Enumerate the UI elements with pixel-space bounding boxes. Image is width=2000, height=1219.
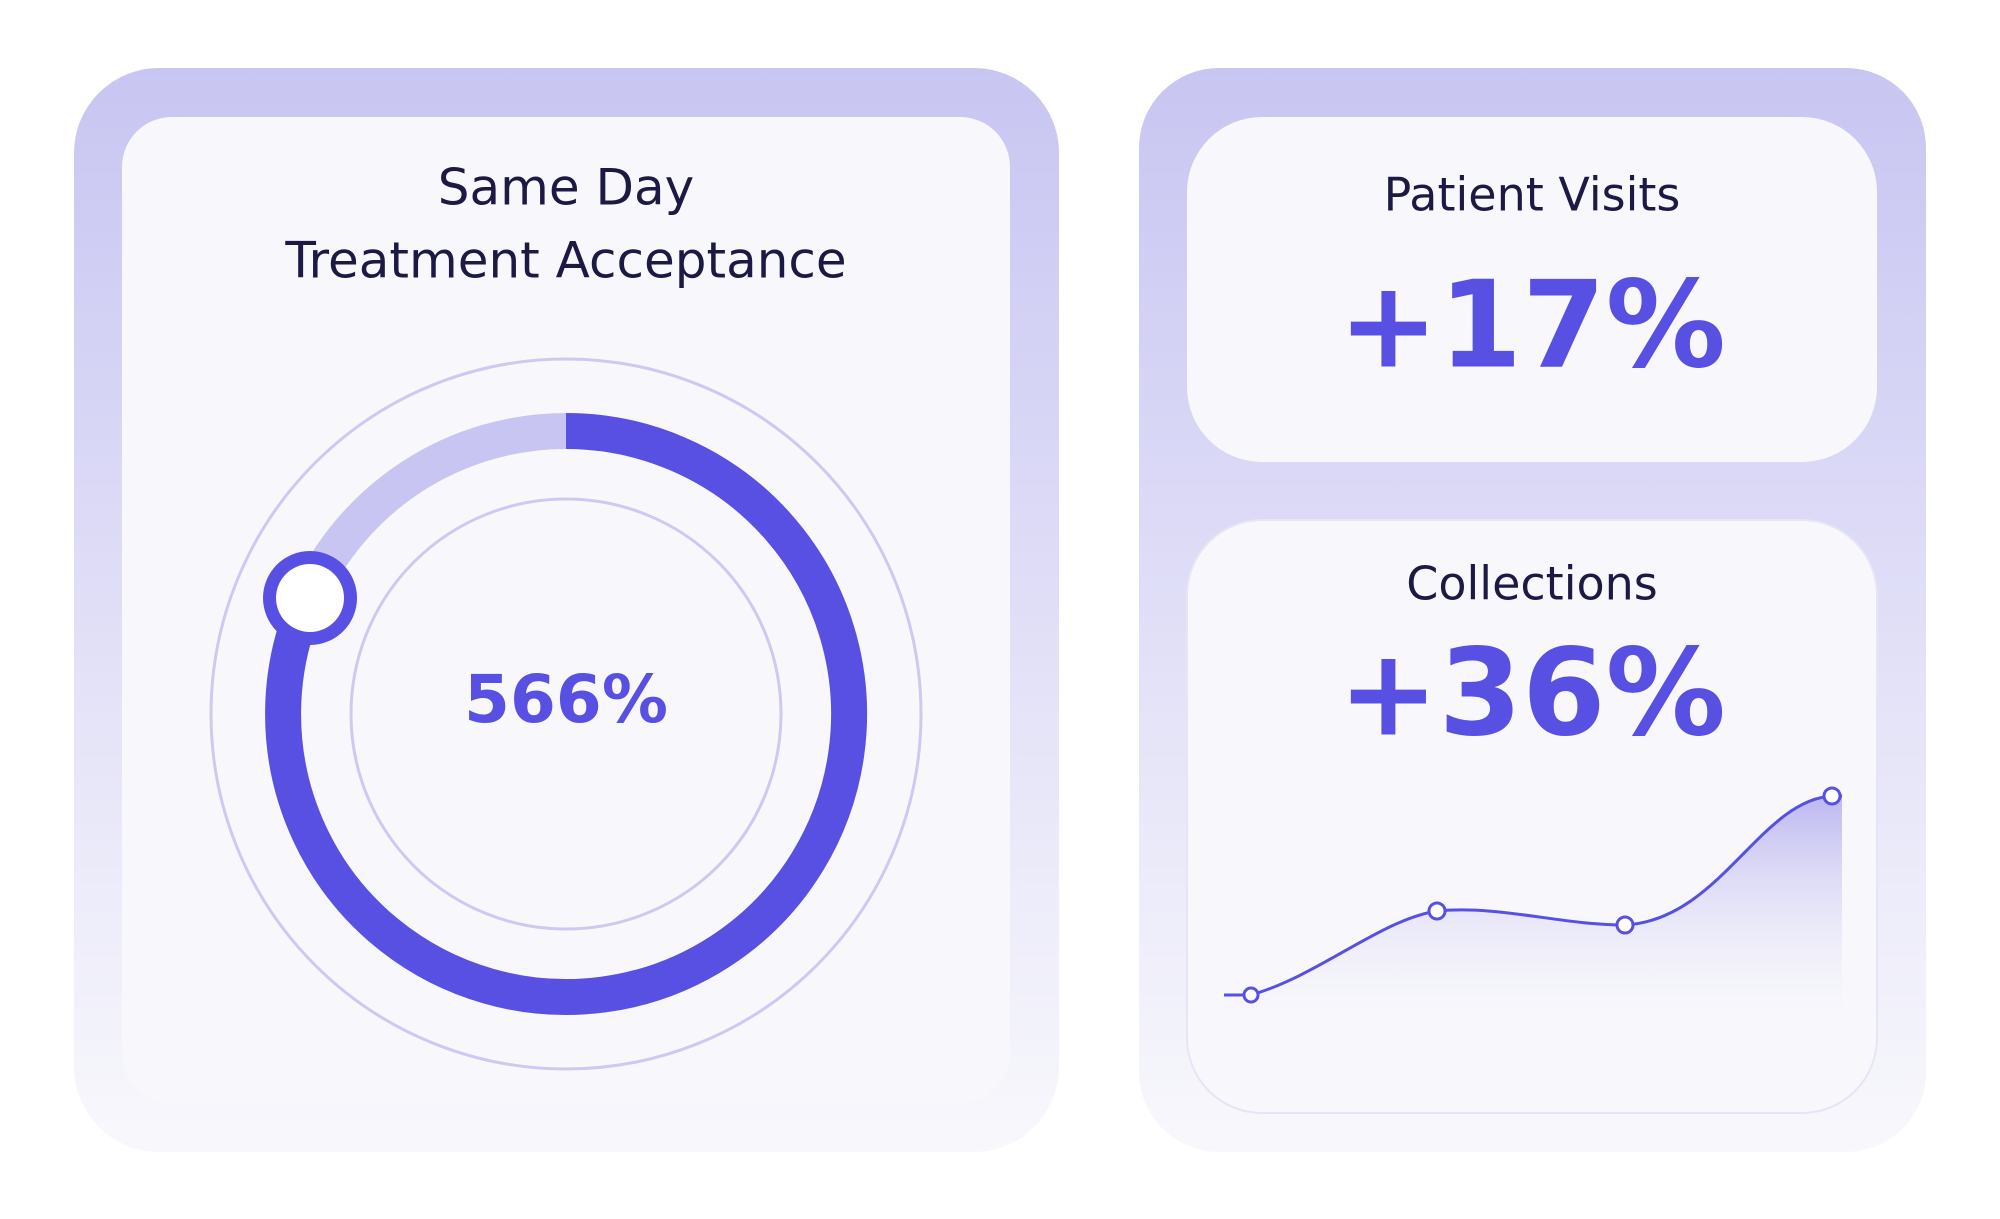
- sparkline: [1224, 794, 1842, 997]
- outer-ring: [209, 357, 923, 1071]
- card-title: Collections: [1406, 557, 1658, 611]
- inner-ring: [349, 497, 783, 931]
- card-value: +36%: [1338, 625, 1726, 764]
- gauge-arc: [265, 413, 868, 1015]
- card-title: Patient Visits: [1384, 168, 1681, 222]
- card: [1187, 117, 1877, 462]
- card-title: Treatment Acceptance: [284, 232, 846, 290]
- card-title: Same Day: [438, 159, 694, 217]
- sparkline-point: [1427, 901, 1447, 921]
- sparkline-point: [1242, 986, 1260, 1004]
- sparkline-area: [1224, 796, 1842, 1046]
- gauge-value: 566%: [464, 661, 668, 738]
- card: [122, 117, 1010, 1103]
- card-value: +17%: [1338, 257, 1726, 396]
- gauge-knob-center: [276, 564, 344, 632]
- sparkline-point: [1822, 786, 1842, 806]
- sparkline-point: [1615, 915, 1635, 935]
